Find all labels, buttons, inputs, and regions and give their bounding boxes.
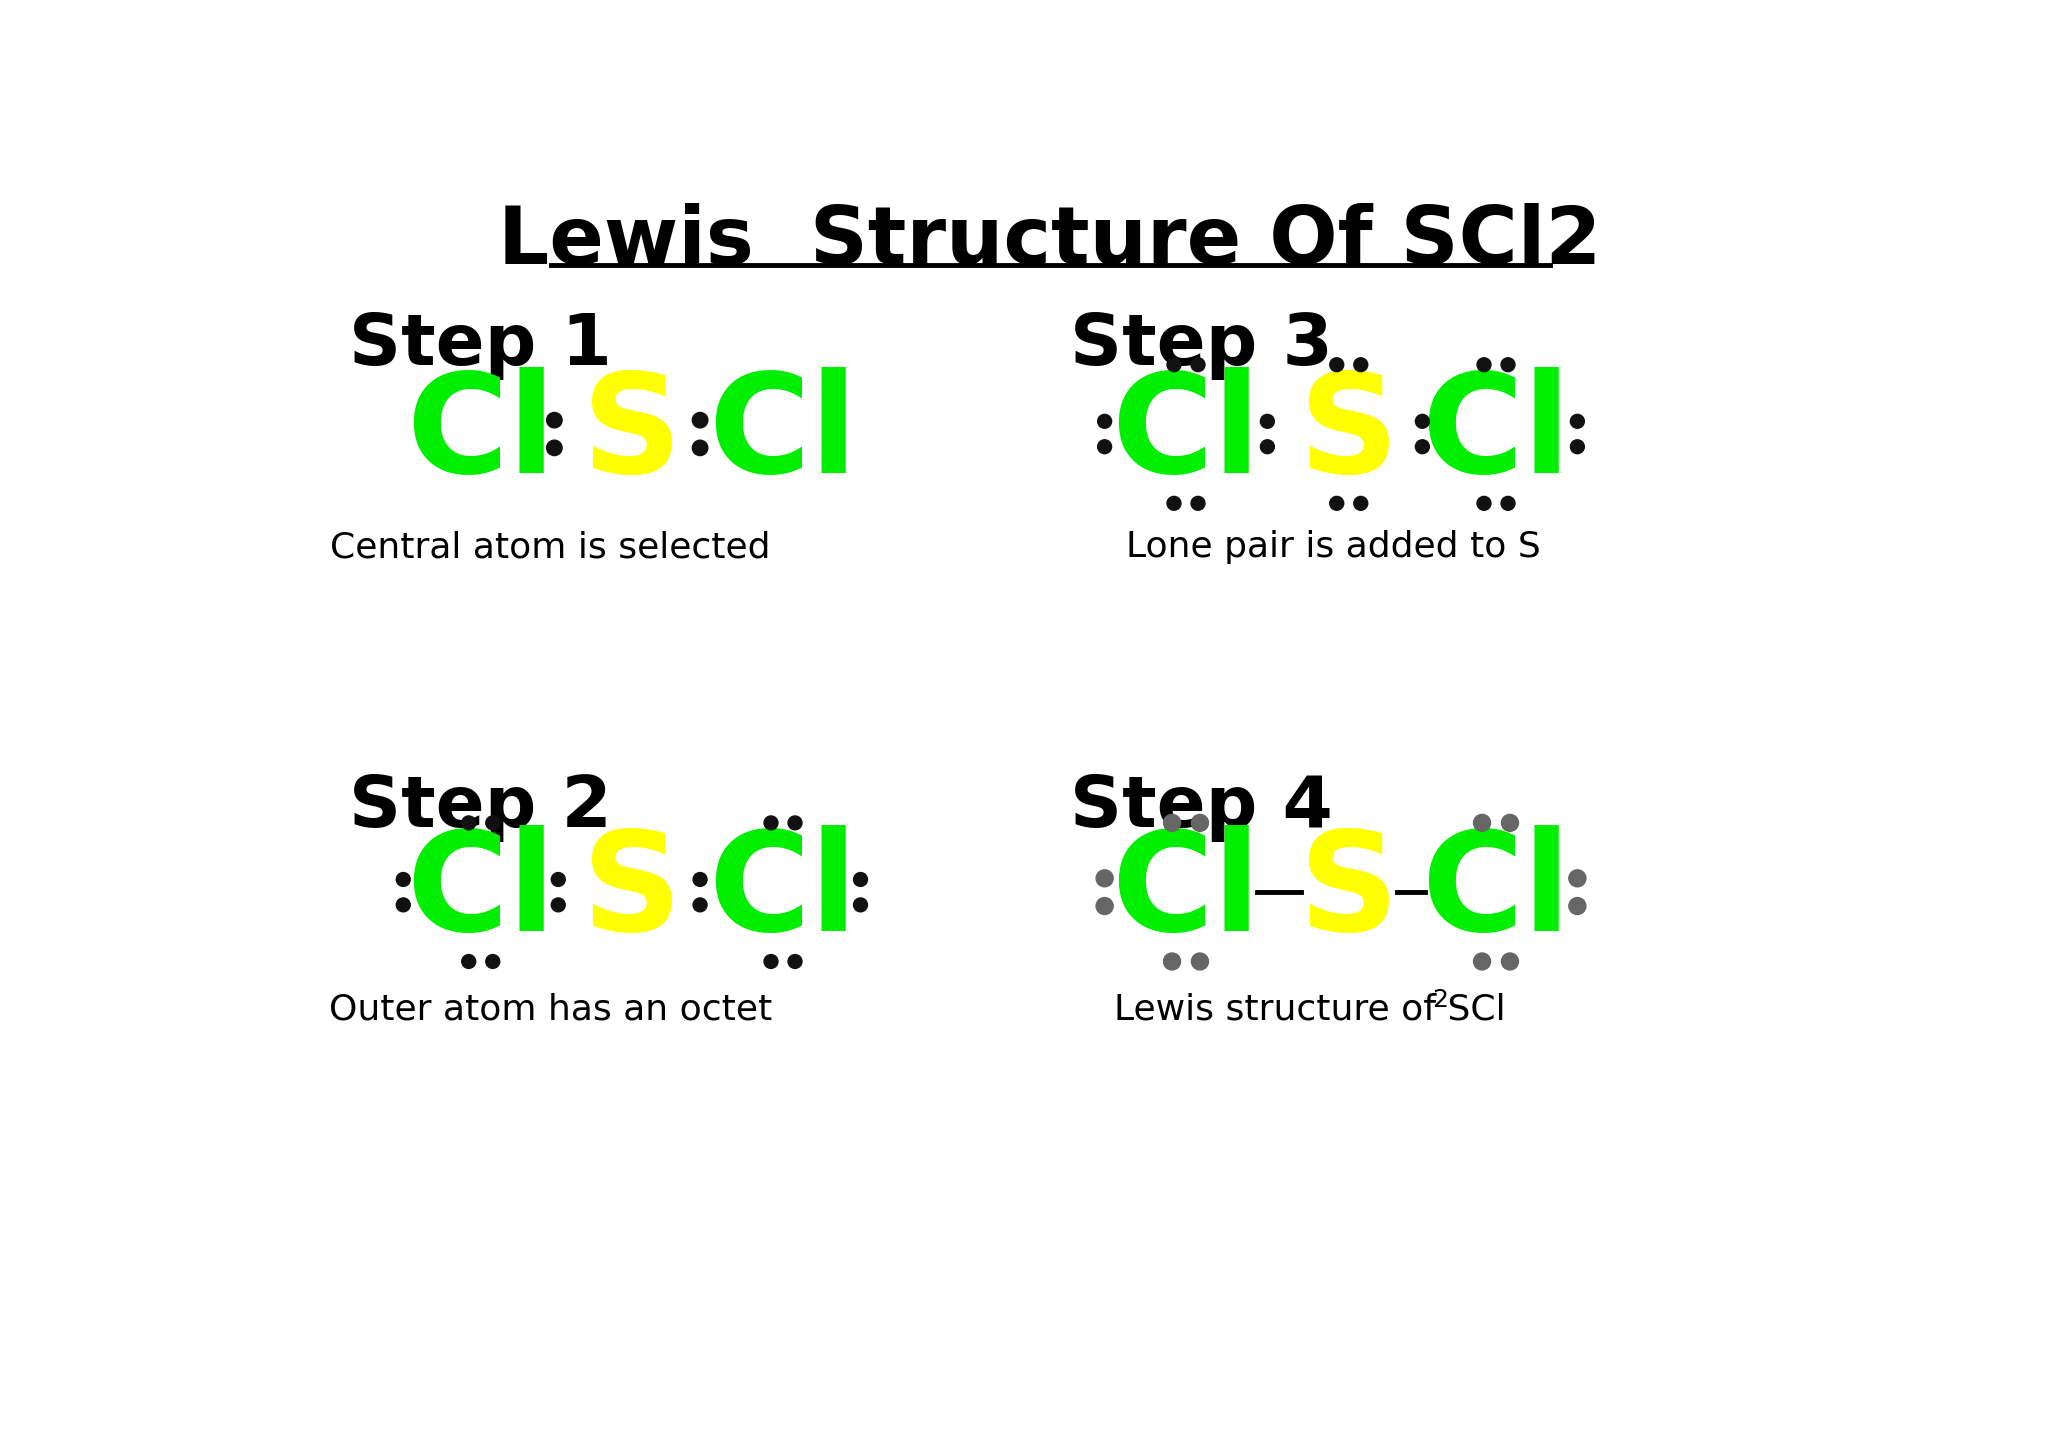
Circle shape xyxy=(692,413,709,427)
Circle shape xyxy=(551,898,565,912)
Text: Cl: Cl xyxy=(406,366,555,501)
Text: Step 1: Step 1 xyxy=(348,311,612,379)
Circle shape xyxy=(788,954,803,969)
Circle shape xyxy=(1192,358,1204,372)
Circle shape xyxy=(1473,814,1491,831)
Text: S: S xyxy=(582,825,682,960)
Circle shape xyxy=(764,815,778,830)
Circle shape xyxy=(1098,440,1112,453)
Text: Cl: Cl xyxy=(709,825,858,960)
Circle shape xyxy=(1501,358,1516,372)
Circle shape xyxy=(1415,440,1430,453)
Circle shape xyxy=(764,954,778,969)
Circle shape xyxy=(692,873,707,886)
Circle shape xyxy=(1571,414,1585,429)
Circle shape xyxy=(1192,497,1204,510)
Circle shape xyxy=(854,898,868,912)
Circle shape xyxy=(1477,497,1491,510)
Circle shape xyxy=(1260,440,1274,453)
Circle shape xyxy=(1163,953,1180,970)
Circle shape xyxy=(547,413,561,427)
Text: Cl: Cl xyxy=(1112,825,1262,960)
Circle shape xyxy=(788,815,803,830)
Circle shape xyxy=(854,873,868,886)
Text: Step 2: Step 2 xyxy=(348,773,612,841)
Circle shape xyxy=(1192,953,1208,970)
Text: Lewis structure of SCl: Lewis structure of SCl xyxy=(1114,992,1505,1027)
Circle shape xyxy=(1096,870,1114,886)
Circle shape xyxy=(547,440,561,456)
Text: Cl: Cl xyxy=(406,825,555,960)
Circle shape xyxy=(1354,358,1368,372)
Text: Cl: Cl xyxy=(709,366,858,501)
Circle shape xyxy=(551,873,565,886)
Text: 2: 2 xyxy=(1432,989,1448,1012)
Circle shape xyxy=(1329,358,1343,372)
Circle shape xyxy=(1569,870,1585,886)
Circle shape xyxy=(1096,898,1114,915)
Circle shape xyxy=(1329,497,1343,510)
Circle shape xyxy=(1501,953,1518,970)
Circle shape xyxy=(461,954,475,969)
Circle shape xyxy=(485,815,500,830)
Circle shape xyxy=(1501,814,1518,831)
Text: Cl: Cl xyxy=(1112,366,1262,501)
Circle shape xyxy=(485,954,500,969)
Circle shape xyxy=(1163,814,1180,831)
Circle shape xyxy=(1501,497,1516,510)
Circle shape xyxy=(1477,358,1491,372)
Circle shape xyxy=(1473,953,1491,970)
Text: Step 4: Step 4 xyxy=(1069,773,1333,841)
Circle shape xyxy=(1098,414,1112,429)
Text: Lewis  Structure Of SCl2: Lewis Structure Of SCl2 xyxy=(498,203,1602,281)
Circle shape xyxy=(1571,440,1585,453)
Circle shape xyxy=(1167,497,1182,510)
Text: Central atom is selected: Central atom is selected xyxy=(330,530,770,565)
Circle shape xyxy=(1192,814,1208,831)
Circle shape xyxy=(692,898,707,912)
Circle shape xyxy=(692,440,709,456)
Circle shape xyxy=(1260,414,1274,429)
Circle shape xyxy=(461,815,475,830)
Circle shape xyxy=(1415,414,1430,429)
Text: S: S xyxy=(582,366,682,501)
Text: Outer atom has an octet: Outer atom has an octet xyxy=(330,992,772,1027)
Text: Step 3: Step 3 xyxy=(1069,311,1333,379)
Text: Cl: Cl xyxy=(1421,825,1571,960)
Text: Lone pair is added to S: Lone pair is added to S xyxy=(1126,530,1540,565)
Text: Cl: Cl xyxy=(1421,366,1571,501)
Circle shape xyxy=(1354,497,1368,510)
Circle shape xyxy=(1167,358,1182,372)
Text: S: S xyxy=(1298,825,1399,960)
Circle shape xyxy=(395,898,410,912)
Circle shape xyxy=(1569,898,1585,915)
Text: S: S xyxy=(1298,366,1399,501)
Circle shape xyxy=(395,873,410,886)
